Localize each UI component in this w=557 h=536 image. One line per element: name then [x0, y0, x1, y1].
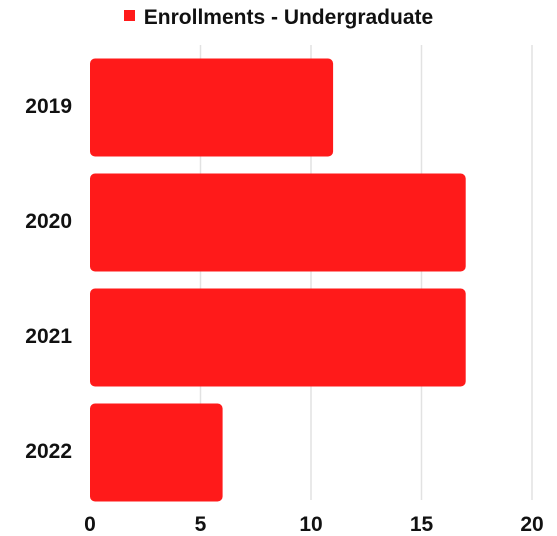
bar-2019 [90, 58, 334, 157]
x-tick-label: 0 [84, 513, 96, 536]
chart-legend: Enrollments - Undergraduate [0, 6, 557, 30]
x-tick-label: 10 [299, 513, 322, 536]
x-tick-label: 5 [195, 513, 207, 536]
bar-2022 [90, 403, 223, 502]
y-tick-label: 2022 [25, 440, 72, 463]
y-tick-label: 2020 [25, 210, 72, 233]
legend-label: Enrollments - Undergraduate [143, 6, 434, 29]
y-tick-label: 2019 [25, 95, 72, 118]
bar-2020 [90, 173, 466, 272]
y-tick-label: 2021 [25, 325, 72, 348]
legend-swatch [123, 10, 135, 21]
x-tick-label: 15 [410, 513, 434, 536]
x-tick-label: 20 [520, 513, 543, 536]
bar-2021 [90, 288, 466, 387]
